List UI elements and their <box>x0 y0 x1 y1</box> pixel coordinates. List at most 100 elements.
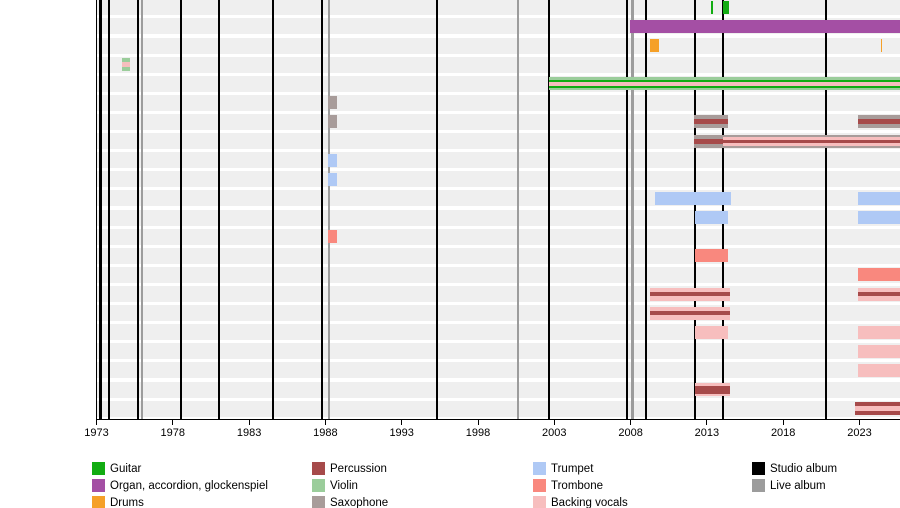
timeline-bar-percussion <box>693 138 723 144</box>
x-axis-tick <box>401 419 403 425</box>
legend-label: Trombone <box>551 480 603 492</box>
timeline-bar-saxophone <box>327 115 337 129</box>
legend-swatch-organ <box>92 479 105 492</box>
timeline-bar-trumpet <box>857 211 900 225</box>
x-axis-tick-label: 2013 <box>694 427 720 439</box>
legend-label: Drums <box>110 497 144 508</box>
x-axis-tick-label: 2003 <box>542 427 567 439</box>
x-axis-tick-label: 1983 <box>236 427 262 439</box>
row-band <box>96 171 900 188</box>
row-band <box>96 266 900 283</box>
legend-swatch-trombone <box>533 479 546 492</box>
timeline-bar-trombone <box>857 268 900 282</box>
x-axis-tick-label: 2018 <box>770 427 796 439</box>
timeline-bar-drums <box>649 39 659 53</box>
studio-album-line <box>547 0 551 419</box>
timeline-bar-percussion <box>649 311 730 316</box>
row-band <box>96 381 900 398</box>
row-band <box>96 152 900 169</box>
x-axis-tick <box>782 419 784 425</box>
row-band <box>96 37 900 54</box>
live-album-line <box>631 0 635 419</box>
timeline-bar-trombone <box>327 230 337 244</box>
row-band <box>96 343 900 360</box>
legend-label: Studio album <box>770 463 838 475</box>
studio-album-line <box>644 0 647 419</box>
x-axis-tick <box>324 419 326 425</box>
timeline-bar-backing-vocals <box>857 363 900 377</box>
legend-label: Guitar <box>110 463 142 475</box>
row-band <box>96 228 900 245</box>
studio-album-line <box>136 0 140 419</box>
x-axis-tick-label: 1978 <box>160 427 186 439</box>
row-band <box>96 286 900 303</box>
legend-swatch-percussion <box>312 462 325 475</box>
timeline-bar-trumpet <box>857 191 900 205</box>
x-axis-tick <box>553 419 555 425</box>
live-album-line <box>516 0 520 419</box>
timeline-bar-backing-vocals <box>121 62 131 68</box>
studio-album-line <box>107 0 111 419</box>
legend-swatch-violin <box>312 479 325 492</box>
x-axis-tick-label: 1998 <box>465 427 491 439</box>
row-band <box>96 113 900 130</box>
row-band <box>96 324 900 341</box>
row-band <box>96 209 900 226</box>
row-band <box>96 362 900 379</box>
timeline-bar-trumpet <box>694 211 728 225</box>
legend-swatch-drums <box>92 496 105 508</box>
timeline-bar-saxophone <box>327 96 337 110</box>
live-album-line <box>140 0 144 419</box>
x-axis-tick <box>630 419 632 425</box>
timeline-bar-drums <box>880 39 883 53</box>
timeline-bar-backing-vocals <box>548 81 900 86</box>
timeline-bar-guitar <box>711 0 713 14</box>
timeline-bar-percussion <box>694 385 730 394</box>
timeline-bar-guitar <box>723 0 730 14</box>
studio-album-line <box>625 0 629 419</box>
legend-swatch-studio-album <box>752 462 765 475</box>
live-album-line <box>327 0 331 419</box>
x-axis-tick-label: 2008 <box>618 427 643 439</box>
timeline-bar-percussion <box>649 292 730 297</box>
legend-label: Backing vocals <box>551 497 628 508</box>
x-axis-tick-label: 1993 <box>389 427 414 439</box>
row-band <box>96 247 900 264</box>
row-band <box>96 0 900 16</box>
studio-album-line <box>320 0 324 419</box>
legend-label: Live album <box>770 480 826 492</box>
x-axis-tick <box>172 419 174 425</box>
x-axis-tick-label: 2023 <box>847 427 872 439</box>
legend-label: Trumpet <box>551 463 594 475</box>
studio-album-line <box>721 0 724 419</box>
studio-album-line <box>179 0 183 419</box>
row-band <box>96 190 900 207</box>
legend-swatch-guitar <box>92 462 105 475</box>
timeline-bar-trumpet <box>327 172 337 186</box>
legend-swatch-saxophone <box>312 496 325 508</box>
x-axis-tick-label: 1988 <box>313 427 338 439</box>
row-band <box>96 94 900 111</box>
timeline-bar-trombone <box>694 249 728 263</box>
timeline-bar-backing-vocals <box>857 344 900 358</box>
legend-swatch-live-album <box>752 479 765 492</box>
y-axis-border <box>95 0 98 420</box>
timeline-bar-percussion <box>693 119 728 125</box>
legend-label: Violin <box>330 480 358 492</box>
row-band <box>96 56 900 73</box>
timeline-bar-trumpet <box>327 153 337 167</box>
timeline-bar-percussion <box>857 119 900 125</box>
studio-album-line <box>824 0 827 419</box>
timeline-bar-trumpet <box>655 191 731 205</box>
x-axis-tick <box>248 419 250 425</box>
timeline-bar-backing-vocals <box>694 325 728 339</box>
x-axis-tick <box>477 419 479 425</box>
legend-label: Percussion <box>330 463 387 475</box>
x-axis-tick <box>706 419 708 425</box>
timeline-bar-backing-vocals <box>854 406 900 412</box>
legend-swatch-backing-vocals <box>533 496 546 508</box>
studio-album-line <box>99 0 102 419</box>
studio-album-line <box>217 0 221 419</box>
timeline-bar-percussion <box>857 292 900 297</box>
